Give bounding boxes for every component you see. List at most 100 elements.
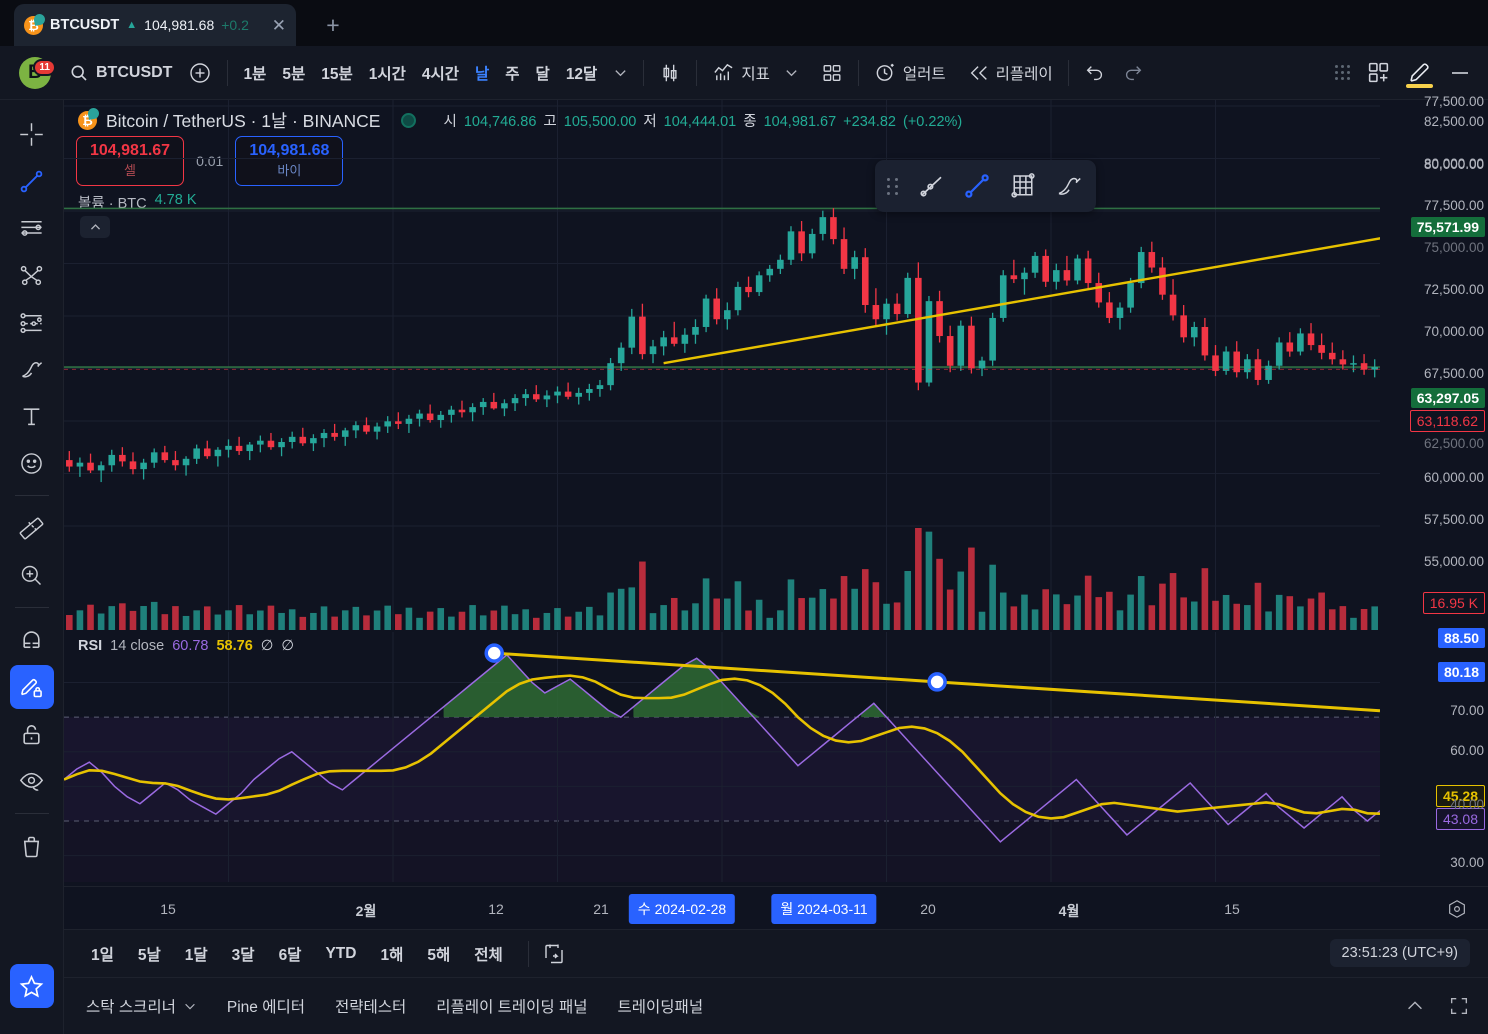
range-1y[interactable]: 1해 <box>380 946 404 964</box>
rsi-ma-axis-label[interactable]: 45.28 <box>1435 785 1485 807</box>
range-all[interactable]: 전체 <box>474 946 503 964</box>
redo-button[interactable] <box>1114 56 1152 90</box>
rsi-value-axis-label[interactable]: 43.08 <box>1435 808 1485 830</box>
minimize-button[interactable] <box>1440 56 1480 90</box>
zoom-in-icon[interactable] <box>10 553 54 597</box>
trash-icon[interactable] <box>10 824 54 868</box>
indicators-button[interactable]: 지표 <box>704 56 807 90</box>
indicator-templates-button[interactable] <box>813 56 851 90</box>
timeframe-1mo[interactable]: 달 <box>535 65 550 83</box>
brush-icon[interactable] <box>10 347 54 391</box>
candlestick-icon <box>659 62 681 84</box>
curve-icon[interactable] <box>1054 171 1084 201</box>
range-3m[interactable]: 3달 <box>231 946 255 964</box>
symbol-search-button[interactable]: BTCUSDT <box>62 56 180 90</box>
timeframe-1d[interactable]: 날 <box>475 65 490 83</box>
drag-handle-button[interactable] <box>1327 56 1358 90</box>
chevron-up-icon[interactable] <box>1404 995 1426 1017</box>
range-ytd[interactable]: YTD <box>325 944 357 962</box>
fib-grid-icon[interactable] <box>1008 171 1038 201</box>
price-line-label-high[interactable]: 75,571.99 <box>1410 217 1485 237</box>
crosshair-icon[interactable] <box>10 112 54 156</box>
timeframe-15m[interactable]: 15분 <box>321 65 353 83</box>
drag-dots-icon[interactable] <box>887 177 898 195</box>
timeframe-1w[interactable]: 주 <box>505 65 520 83</box>
price-line-label-low[interactable]: 63,297.05 <box>1410 388 1485 408</box>
rsi-null-2: ∅ <box>281 638 295 654</box>
divider <box>14 813 49 814</box>
indicators-icon <box>712 61 735 84</box>
target-icon[interactable] <box>1446 898 1468 920</box>
chevron-down-icon[interactable] <box>784 65 799 80</box>
magnet-icon[interactable] <box>10 618 54 662</box>
volume-axis-label[interactable]: 16.95 K <box>1422 592 1485 614</box>
chevron-up-icon[interactable] <box>80 216 110 238</box>
hide-drawings-icon[interactable] <box>10 759 54 803</box>
rsi-ma-value: 58.76 <box>216 638 253 654</box>
trend-line-icon[interactable] <box>10 159 54 203</box>
add-symbol-button[interactable] <box>180 56 220 90</box>
range-5d[interactable]: 5날 <box>137 946 161 964</box>
plus-icon[interactable]: + <box>326 11 340 38</box>
timeframe-1m[interactable]: 1분 <box>243 65 267 83</box>
chart-type-button[interactable] <box>651 56 689 90</box>
horizontal-lines-icon[interactable] <box>10 206 54 250</box>
timeframe-12mo[interactable]: 12달 <box>565 65 598 83</box>
price-axis[interactable]: 82,500.00 80,000.00 77,500.00 82,500.00 … <box>1380 94 1488 882</box>
replay-button[interactable]: 리플레이 <box>960 56 1061 90</box>
pitchfork-icon[interactable] <box>10 253 54 297</box>
rsi-pane[interactable]: RSI 14 close 60.78 58.76 ∅ ∅ <box>64 632 1380 882</box>
text-icon[interactable] <box>10 394 54 438</box>
range-5y[interactable]: 5해 <box>427 946 451 964</box>
time-axis[interactable]: 15 2월 12 21 수 2024-02-28 월 2024-03-11 20… <box>64 886 1488 930</box>
rsi-anchor-label-2[interactable]: 80.18 <box>1437 662 1485 682</box>
axis-tick: 57,500.00 <box>1423 512 1484 527</box>
ruler-icon[interactable] <box>10 506 54 550</box>
last-price-label[interactable]: 63,118.62 <box>1409 410 1485 432</box>
calendar-goto-icon[interactable] <box>542 942 566 966</box>
replay-trading-panel-button[interactable]: 리플레이 트레이딩 패널 <box>436 999 588 1016</box>
chart-area[interactable]: ₿ Bitcoin / TetherUS · 1날 · BINANCE 시 104… <box>64 94 1488 1034</box>
line-segment-icon[interactable] <box>962 171 992 201</box>
layout-add-button[interactable] <box>1358 56 1399 90</box>
date-anchor-label-2[interactable]: 월 2024-03-11 <box>771 894 877 924</box>
timeframe-5m[interactable]: 5분 <box>282 65 306 83</box>
date-anchor-label-1[interactable]: 수 2024-02-28 <box>628 894 736 924</box>
floating-drawing-toolbar[interactable] <box>875 160 1096 212</box>
timeframe-4h[interactable]: 4시간 <box>421 65 460 83</box>
projection-icon[interactable] <box>10 300 54 344</box>
range-1m[interactable]: 1달 <box>184 946 208 964</box>
range-6m[interactable]: 6달 <box>278 946 302 964</box>
divider <box>527 940 529 967</box>
rsi-anchor-label-1[interactable]: 88.50 <box>1437 628 1485 648</box>
pencil-button[interactable] <box>1399 56 1440 90</box>
sell-button[interactable]: 104,981.67 셀 <box>76 136 185 186</box>
close-icon[interactable]: ✕ <box>271 15 286 35</box>
fullscreen-icon[interactable] <box>1448 995 1470 1017</box>
up-arrow-icon: ▲ <box>126 19 138 31</box>
axis-tick: 77,500.00 <box>1423 94 1484 109</box>
strategy-tester-button[interactable]: 전략테스터 <box>334 999 407 1016</box>
stock-screener-button[interactable]: 스탁 스크리너 <box>86 995 197 1017</box>
symbol-label: BTCUSDT <box>96 63 173 81</box>
unlock-icon[interactable] <box>10 712 54 756</box>
buy-button[interactable]: 104,981.68 바이 <box>235 136 344 186</box>
undo-button[interactable] <box>1076 56 1114 90</box>
alerts-button[interactable]: 얼러트 <box>866 56 954 90</box>
pine-editor-button[interactable]: Pine 에디터 <box>226 999 305 1016</box>
rsi-params: 14 close <box>110 638 165 654</box>
range-1d[interactable]: 1일 <box>91 946 114 964</box>
ohlc-low-value: 104,444.01 <box>663 114 737 130</box>
favorites-star-icon[interactable] <box>9 964 54 1008</box>
lock-drawings-icon[interactable] <box>9 665 54 709</box>
timeframe-1h[interactable]: 1시간 <box>368 65 406 83</box>
time-tick: 12 <box>488 901 504 917</box>
timeframe-more-button[interactable] <box>605 56 636 90</box>
trading-panel-button[interactable]: 트레이딩패널 <box>617 999 704 1016</box>
trend-line-node-icon[interactable] <box>916 171 946 201</box>
browser-tab[interactable]: ₿ BTCUSDT ▲ 104,981.68 +0.2 ✕ <box>14 4 296 46</box>
chevron-down-icon[interactable] <box>183 999 197 1013</box>
user-avatar[interactable]: B 11 <box>8 56 62 89</box>
price-pane[interactable] <box>64 100 1380 630</box>
emoji-icon[interactable] <box>10 441 54 485</box>
